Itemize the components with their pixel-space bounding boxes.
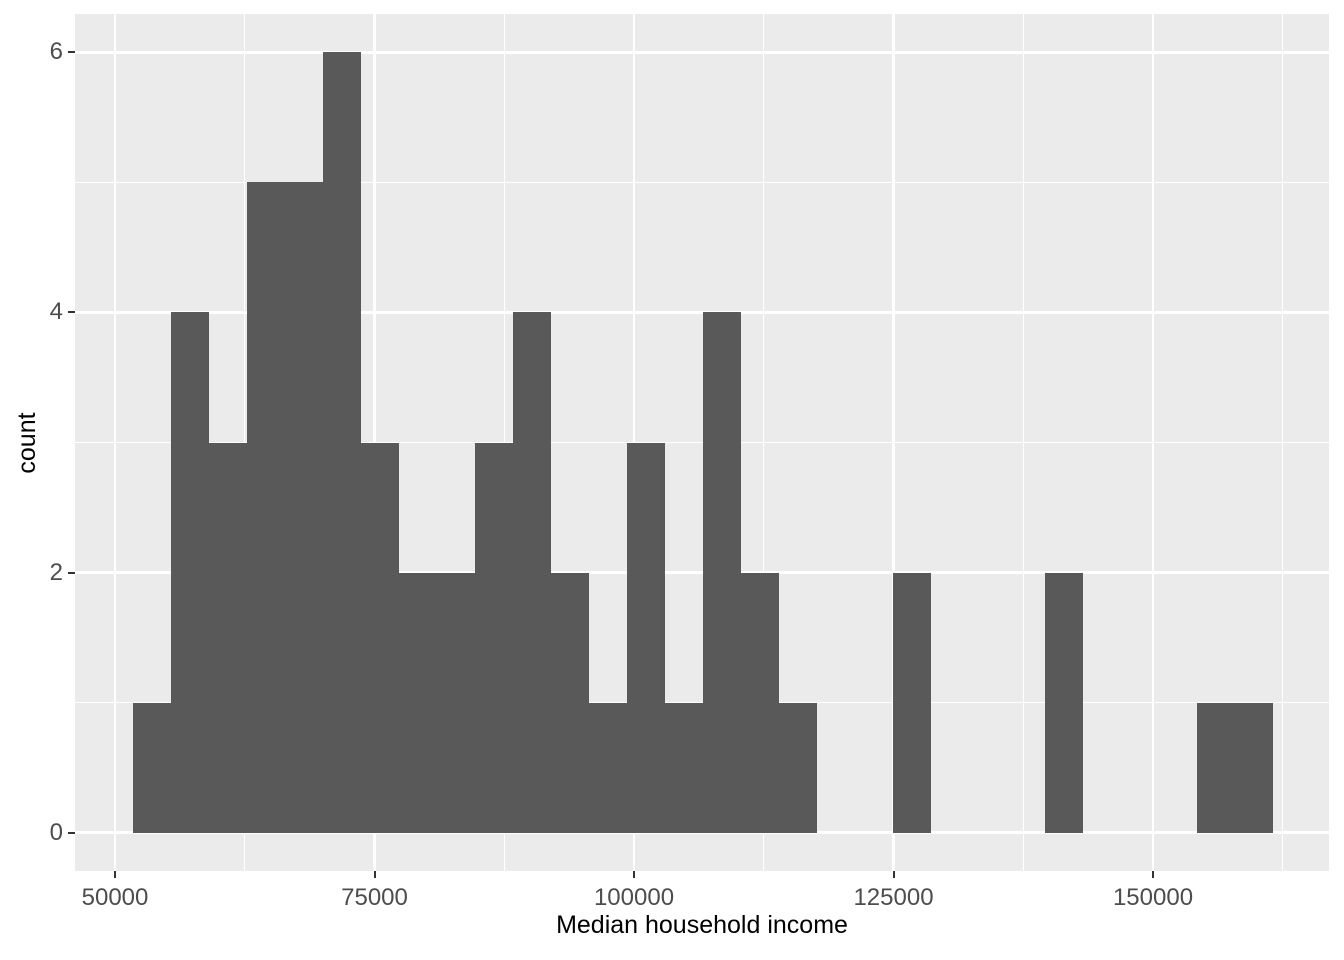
histogram-bar <box>475 442 514 833</box>
y-tick-mark <box>68 831 75 834</box>
minor-gridline-horizontal <box>75 181 1329 184</box>
plot-panel <box>75 14 1329 871</box>
x-tick-label: 125000 <box>853 884 934 911</box>
histogram-bar <box>247 182 286 833</box>
histogram-bar <box>551 572 590 833</box>
histogram-bar <box>437 572 476 833</box>
x-tick-mark <box>1152 871 1154 878</box>
histogram-bar <box>171 312 210 833</box>
major-gridline-horizontal <box>75 571 1329 574</box>
histogram-bar <box>1196 702 1235 833</box>
histogram-bar <box>778 702 817 833</box>
major-gridline-vertical <box>113 14 117 871</box>
histogram-bar <box>627 442 666 833</box>
x-tick-label: 75000 <box>341 884 408 911</box>
minor-gridline-horizontal <box>75 441 1329 444</box>
y-tick-label: 0 <box>49 818 63 846</box>
major-gridline-vertical <box>1151 14 1155 871</box>
histogram-bar <box>892 572 931 833</box>
histogram-bar <box>399 572 438 833</box>
histogram-bar <box>665 702 704 833</box>
x-tick-label: 150000 <box>1112 884 1194 911</box>
major-gridline-horizontal <box>75 831 1329 834</box>
histogram-bar <box>1044 572 1083 833</box>
y-axis-title: count <box>13 412 41 474</box>
x-tick-mark <box>892 871 895 878</box>
y-tick-mark <box>68 571 75 574</box>
major-gridline-horizontal <box>75 311 1329 314</box>
x-tick-mark <box>373 871 376 878</box>
y-tick-mark <box>68 311 75 314</box>
histogram-bar <box>133 702 172 833</box>
histogram-bar <box>1234 702 1273 833</box>
x-tick-mark <box>633 871 635 878</box>
histogram-bar <box>209 442 248 833</box>
y-tick-label: 4 <box>49 298 63 326</box>
x-tick-mark <box>114 871 116 878</box>
major-gridline-vertical <box>892 14 895 871</box>
histogram-bar <box>285 182 324 833</box>
y-tick-label: 2 <box>49 558 63 586</box>
histogram-bar <box>741 572 779 833</box>
histogram-bar <box>703 312 741 833</box>
x-tick-label: 50000 <box>81 884 149 911</box>
y-tick-mark <box>68 51 75 54</box>
x-axis-title: Median household income <box>556 911 848 939</box>
histogram-bar <box>589 702 628 833</box>
y-tick-label: 6 <box>49 38 63 66</box>
major-gridline-horizontal <box>75 51 1329 54</box>
histogram-bar <box>513 312 552 833</box>
histogram-bar <box>361 442 400 833</box>
histogram-bar <box>323 52 362 833</box>
x-tick-label: 100000 <box>593 884 675 911</box>
